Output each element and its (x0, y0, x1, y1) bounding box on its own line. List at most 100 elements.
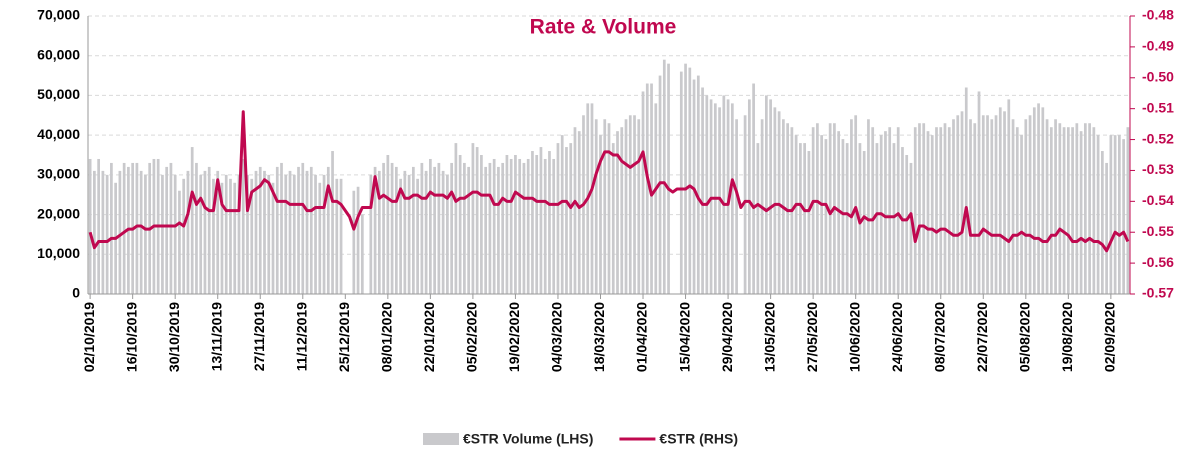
y-tick-label: 20,000 (37, 205, 80, 221)
bar (620, 127, 624, 294)
bar (867, 119, 870, 294)
line (88, 110, 1130, 253)
bar (947, 127, 951, 294)
bar (1083, 123, 1087, 294)
bar (139, 170, 143, 294)
bar (799, 143, 802, 294)
bar (616, 131, 619, 294)
x-tick-label: 04/03/2020 (549, 302, 565, 372)
bar (267, 174, 271, 294)
bar (735, 119, 738, 294)
bar (977, 91, 981, 294)
bar (628, 115, 632, 295)
bar (424, 170, 428, 294)
bar (743, 115, 747, 295)
bar (1049, 127, 1053, 294)
bar (263, 170, 266, 294)
bar (433, 166, 436, 294)
bar (701, 87, 704, 294)
x-tick-label: 01/04/2020 (634, 302, 650, 372)
bar (514, 155, 517, 294)
bar (960, 111, 964, 294)
bar (896, 127, 900, 294)
bar (1075, 123, 1079, 294)
bar (905, 155, 909, 294)
x-tick-label: 22/01/2020 (421, 302, 437, 372)
bar (135, 162, 139, 294)
x-tick-label: 08/01/2020 (379, 302, 395, 372)
bar (1118, 135, 1121, 294)
bar (454, 143, 458, 294)
bar (1088, 123, 1091, 294)
bar (178, 190, 181, 294)
bar (1079, 131, 1083, 294)
bar (1045, 119, 1049, 294)
bar (939, 127, 943, 294)
bar (820, 135, 824, 294)
bar (377, 170, 381, 294)
bar (807, 151, 811, 294)
bar (1041, 107, 1045, 294)
bar (258, 166, 262, 294)
bar (981, 115, 985, 295)
x-tick-label: 25/12/2019 (336, 302, 352, 372)
bar (220, 182, 224, 294)
y-tick-label: 10,000 (37, 245, 80, 261)
bar (463, 162, 466, 294)
bar (752, 83, 755, 294)
x-tick-label: 02/09/2020 (1102, 302, 1118, 372)
bar (709, 99, 713, 295)
y2-tick-label: -0.48 (1142, 7, 1174, 23)
bar (803, 143, 807, 294)
x-tick-label: 13/05/2020 (761, 302, 777, 372)
bar (326, 166, 330, 294)
bar (607, 123, 611, 294)
bar (1024, 119, 1028, 294)
y2-tick-label: -0.50 (1142, 68, 1174, 84)
bar (679, 71, 683, 294)
bar (828, 123, 832, 294)
bar (169, 162, 173, 294)
x-tick-label: 11/12/2019 (293, 302, 309, 372)
bar (577, 131, 581, 294)
bar (207, 166, 211, 294)
bar (624, 119, 628, 294)
bar (275, 166, 279, 294)
bar (747, 99, 751, 295)
bar (773, 107, 777, 294)
bar (173, 174, 177, 294)
bar (1066, 127, 1070, 294)
bar (284, 174, 288, 294)
legend-swatch (423, 433, 459, 445)
bar (1062, 127, 1066, 294)
bar (964, 87, 968, 294)
bar (331, 151, 334, 294)
bar (786, 123, 789, 294)
bar (501, 162, 505, 294)
x-tick-label: 27/11/2019 (251, 302, 267, 372)
bar (1003, 111, 1006, 294)
bar (224, 174, 228, 294)
bar (765, 95, 768, 294)
bar (926, 131, 930, 294)
bar (599, 135, 602, 294)
bar (446, 174, 449, 294)
bar (352, 190, 356, 294)
bar (497, 166, 500, 294)
bar (429, 158, 432, 294)
bar (543, 158, 547, 294)
x-tick-label: 29/04/2020 (719, 302, 735, 372)
bar (722, 95, 726, 294)
bar (705, 95, 709, 294)
x-tick-label: 19/08/2020 (1059, 302, 1075, 372)
bar (552, 158, 556, 294)
bar (730, 103, 734, 294)
bar (190, 147, 194, 294)
bar (769, 99, 772, 295)
bar (862, 151, 866, 294)
bar (1092, 127, 1096, 294)
bar (1015, 127, 1019, 294)
bar (165, 166, 169, 294)
bar (88, 158, 92, 294)
bar (943, 123, 947, 294)
